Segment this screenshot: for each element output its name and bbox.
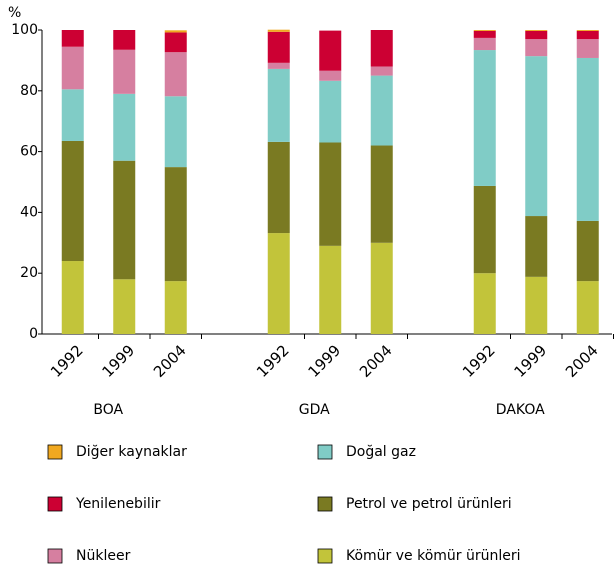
bar-segment — [267, 233, 290, 334]
x-tick-label: 2004 — [356, 341, 396, 381]
bar-segment — [267, 31, 290, 63]
bar-segment — [576, 30, 599, 40]
bar-segment — [164, 52, 187, 97]
bar-segment — [61, 89, 84, 141]
y-tick-label: 20 — [20, 265, 38, 281]
legend-label: Kömür ve kömür ürünleri — [346, 548, 521, 564]
x-tick-label: 1992 — [47, 341, 87, 381]
bar-segment — [164, 96, 187, 168]
bar-segment — [473, 30, 496, 31]
bar-segment — [525, 30, 548, 40]
group-label: DAKOA — [496, 402, 545, 418]
x-tick-label: 1999 — [99, 341, 139, 381]
bar-segment — [473, 37, 496, 51]
legend-swatch — [317, 444, 333, 460]
bar-segment — [319, 80, 342, 143]
legend-swatch — [47, 548, 63, 564]
bar-segment — [61, 261, 84, 334]
bar-segment — [319, 142, 342, 246]
bar-segment — [113, 49, 136, 94]
bar-segment — [267, 141, 290, 234]
x-tick-label: 1992 — [253, 341, 293, 381]
bar-segment — [267, 68, 290, 142]
legend-swatch — [47, 444, 63, 460]
legend-swatch — [47, 496, 63, 512]
bar-segment — [576, 39, 599, 58]
bar-segment — [576, 220, 599, 282]
bar-segment — [576, 30, 599, 31]
bar-segment — [319, 70, 342, 81]
y-tick-label: 0 — [29, 326, 38, 342]
legend-swatch — [317, 548, 333, 564]
bar-segment — [113, 279, 136, 334]
bar-segment — [370, 145, 393, 243]
x-tick-label: 2004 — [150, 341, 190, 381]
x-tick-label: 2004 — [562, 341, 602, 381]
y-tick-label: 40 — [20, 204, 38, 220]
bar-segment — [473, 50, 496, 186]
x-tick-label: 1999 — [511, 341, 551, 381]
bar-segment — [370, 66, 393, 76]
y-tick-label: 80 — [20, 83, 38, 99]
bar-segment — [525, 30, 548, 31]
bar-segment — [61, 140, 84, 262]
bar-segment — [370, 242, 393, 334]
y-tick-label: 60 — [20, 144, 38, 160]
bar-segment — [164, 281, 187, 334]
bar-segment — [576, 57, 599, 221]
bar-segment — [370, 30, 393, 67]
bar-segment — [267, 62, 290, 69]
bar-segment — [319, 30, 342, 71]
bar-segment — [473, 273, 496, 334]
legend-label: Petrol ve petrol ürünleri — [346, 496, 512, 512]
bar-segment — [319, 245, 342, 334]
bar-segment — [525, 276, 548, 334]
bar-segment — [113, 30, 136, 50]
bar-segment — [113, 160, 136, 280]
bar-segment — [164, 167, 187, 282]
legend-label: Diğer kaynaklar — [76, 444, 187, 460]
bar-segment — [525, 39, 548, 57]
group-label: GDA — [299, 402, 330, 418]
bar-segment — [113, 93, 136, 161]
bar-segment — [473, 185, 496, 274]
x-tick-label: 1999 — [305, 341, 345, 381]
bar-segment — [61, 46, 84, 90]
bar-segment — [267, 29, 290, 32]
legend-swatch — [317, 496, 333, 512]
group-label: BOA — [93, 402, 123, 418]
legend-label: Yenilenebilir — [75, 496, 161, 512]
bar-segment — [164, 32, 187, 53]
x-tick-label: 1992 — [459, 341, 499, 381]
bar-segment — [525, 56, 548, 217]
bar-segment — [473, 30, 496, 38]
legend-label: Doğal gaz — [346, 444, 416, 460]
bar-segment — [370, 75, 393, 146]
bar-segment — [576, 281, 599, 334]
bar-segment — [61, 30, 84, 47]
bar-segment — [525, 216, 548, 277]
legend-label: Nükleer — [76, 548, 131, 564]
y-tick-label: 100 — [11, 22, 38, 38]
bar-segment — [164, 30, 187, 33]
y-axis-label: % — [8, 5, 21, 21]
